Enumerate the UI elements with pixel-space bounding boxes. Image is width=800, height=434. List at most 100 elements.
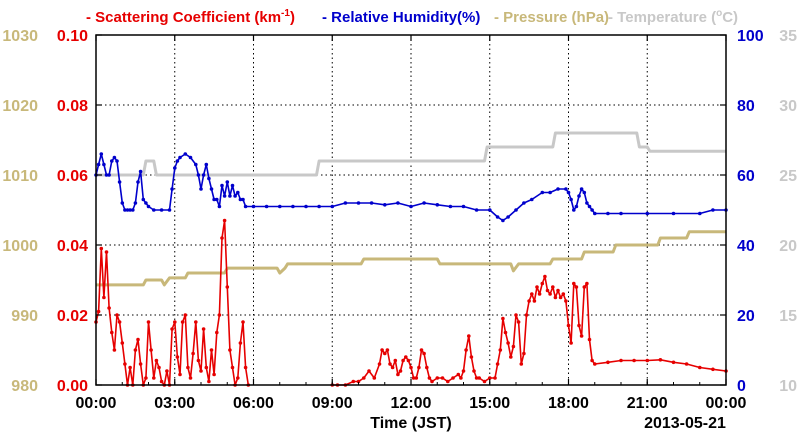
scattering-point: [551, 285, 555, 289]
scattering-point: [175, 355, 180, 359]
humidity-point: [136, 180, 140, 184]
humidity-point: [159, 208, 164, 212]
humidity-point: [131, 208, 135, 212]
humidity-point: [356, 201, 361, 205]
x-tick-label: 00:00: [76, 395, 117, 412]
scattering-point: [201, 327, 206, 331]
humidity-point: [330, 204, 335, 209]
humidity-point: [448, 204, 453, 209]
humidity-point: [133, 201, 138, 205]
scattering-point: [511, 344, 516, 349]
humidity-point: [123, 208, 127, 212]
scattering-point: [212, 372, 216, 377]
humidity-point: [144, 201, 148, 205]
x-tick-label: 09:00: [312, 395, 353, 412]
scattering-point: [477, 376, 482, 380]
humidity-point: [215, 197, 219, 202]
scattering-point: [498, 348, 503, 352]
humidity-point: [175, 159, 180, 163]
scattering-point: [398, 369, 403, 373]
humidity-point: [238, 197, 243, 202]
humidity-point: [671, 211, 676, 216]
scattering-point: [658, 358, 663, 362]
scattering-point: [385, 348, 390, 352]
x-tick-label: 12:00: [391, 395, 432, 412]
scattering-point: [209, 348, 214, 352]
pressure-tick-label: 1020: [2, 98, 38, 115]
scattering-point: [482, 379, 487, 384]
scattering-point: [228, 348, 232, 352]
scattering-point: [472, 369, 476, 373]
temperature-legend-entry: - Temperature (oC): [608, 8, 738, 26]
humidity-point: [291, 204, 295, 209]
scattering-point: [383, 351, 387, 356]
scattering-point: [414, 376, 419, 380]
humidity-point: [396, 201, 400, 205]
scattering-point: [606, 360, 610, 365]
scattering-point: [564, 299, 568, 303]
humidity-point: [461, 204, 466, 209]
humidity-point: [196, 173, 201, 177]
scattering-point: [390, 365, 395, 370]
humidity-point: [278, 204, 282, 209]
scattering-point: [238, 341, 243, 345]
scattering-point: [456, 372, 461, 377]
scattering-point: [501, 316, 505, 321]
humidity-point: [711, 208, 715, 212]
x-tick-label: 18:00: [548, 395, 589, 412]
scattering-point: [684, 362, 689, 366]
x-tick-label: 21:00: [627, 395, 668, 412]
scattering-point: [362, 376, 366, 380]
humidity-point: [590, 208, 594, 212]
x-tick-label: 03:00: [154, 395, 195, 412]
scattering-point: [380, 348, 384, 352]
scattering-point: [157, 365, 161, 370]
scattering-point: [110, 330, 114, 335]
scattering-tick-label: 0.04: [57, 238, 88, 255]
humidity-point: [343, 201, 348, 205]
scattering-point: [186, 365, 190, 370]
scattering-point: [351, 379, 356, 384]
humidity-point: [152, 208, 156, 212]
humidity-point: [207, 176, 211, 181]
scattering-point: [632, 358, 636, 363]
pressure-tick-label: 990: [11, 308, 38, 325]
scattering-point: [451, 376, 455, 380]
humidity-point: [99, 152, 104, 156]
scattering-point: [671, 360, 676, 365]
scattering-tick-label: 0.10: [57, 28, 88, 45]
scattering-point: [128, 365, 132, 370]
scattering-point: [467, 334, 471, 338]
scattering-point: [243, 365, 248, 370]
scattering-point: [173, 320, 177, 324]
scattering-point: [469, 355, 474, 359]
humidity-point: [107, 173, 111, 177]
humidity-point: [115, 159, 119, 163]
humidity-point: [698, 211, 702, 216]
temperature-tick-label: 20: [779, 238, 797, 255]
scattering-point: [377, 362, 382, 366]
scattering-point: [144, 376, 148, 380]
scattering-point: [215, 330, 219, 335]
humidity-point: [241, 197, 245, 202]
scattering-tick-label: 0.02: [57, 308, 88, 325]
humidity-point: [501, 218, 505, 223]
scattering-point: [104, 250, 109, 254]
scattering-point: [388, 362, 392, 366]
humidity-tick-label: 60: [737, 168, 755, 185]
humidity-point: [170, 187, 174, 191]
scattering-point: [401, 358, 405, 363]
scattering-point: [545, 288, 550, 293]
scattering-point: [590, 358, 594, 363]
humidity-point: [204, 162, 209, 167]
scattering-point: [540, 281, 545, 286]
scattering-point: [587, 337, 592, 342]
scattering-point: [183, 313, 188, 317]
scattering-point: [509, 355, 513, 359]
humidity-point: [104, 173, 109, 177]
humidity-point: [173, 166, 177, 170]
scattering-point: [152, 376, 156, 380]
humidity-point: [574, 204, 579, 209]
scattering-point: [196, 358, 201, 363]
